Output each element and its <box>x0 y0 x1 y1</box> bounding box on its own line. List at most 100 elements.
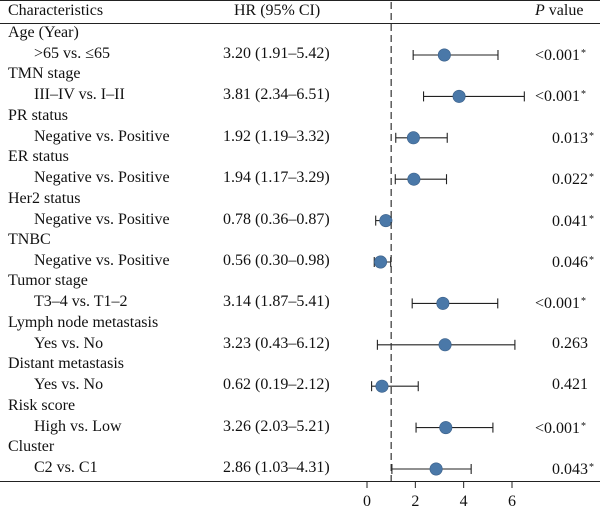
hr-ci-value-text: 3.23 (0.43–6.12) <box>223 334 330 352</box>
group-label: Lymph node metastasis <box>8 314 158 332</box>
p-value-text: 0.263 <box>552 334 588 352</box>
hr-ci-value-text: 1.94 (1.17–3.29) <box>223 169 330 187</box>
header-p-letter: P <box>535 2 545 19</box>
bottom-rule <box>0 481 600 482</box>
hr-point <box>436 296 450 310</box>
p-value: <0.001* <box>535 293 586 313</box>
comparison-label: Yes vs. No <box>34 335 103 353</box>
comparison-label: Negative vs. Positive <box>34 128 170 146</box>
hr-ci-value: 3.26 (2.03–5.21) <box>223 418 330 436</box>
p-value: 0.263 <box>552 335 588 353</box>
comparison-label-text: Negative vs. Positive <box>34 210 170 228</box>
p-value: 0.013* <box>552 128 594 148</box>
p-value: 0.046* <box>552 252 594 272</box>
hr-point <box>379 214 393 228</box>
p-value: 0.022* <box>552 169 594 189</box>
hr-ci-value: 0.78 (0.36–0.87) <box>223 211 330 229</box>
comparison-label-text: Negative vs. Positive <box>34 127 170 145</box>
group-label-text: PR status <box>8 106 69 124</box>
hr-ci-value-text: 2.86 (1.03–4.31) <box>223 459 330 476</box>
comparison-label-text: High vs. Low <box>34 417 122 435</box>
comparison-label-text: Negative vs. Positive <box>34 252 170 269</box>
hr-ci-value: 3.14 (1.87–5.41) <box>223 293 330 311</box>
p-value-text: <0.001 <box>535 47 581 64</box>
header-p-value: P value <box>535 2 583 20</box>
significance-marker: * <box>589 172 594 184</box>
header-value-word: value <box>548 2 584 19</box>
p-value-text: 0.041 <box>552 212 588 230</box>
group-label-text: TMN stage <box>8 65 81 83</box>
p-value-text: <0.001 <box>535 419 581 437</box>
group-label: Tumor stage <box>8 272 88 290</box>
p-value: 0.041* <box>552 211 594 231</box>
comparison-label: Negative vs. Positive <box>34 252 170 270</box>
significance-marker: * <box>581 89 587 101</box>
hr-ci-value-text: 0.62 (0.19–2.12) <box>223 376 330 394</box>
group-label: TMN stage <box>8 65 80 83</box>
hr-point <box>407 172 421 186</box>
group-label-text: Her2 status <box>8 189 81 207</box>
x-tick-label: 6 <box>508 493 516 510</box>
comparison-label-text: Negative vs. Positive <box>34 169 170 187</box>
x-tick-label: 4 <box>460 493 468 510</box>
hr-ci-value-text: 1.92 (1.19–3.32) <box>223 127 330 145</box>
hr-point <box>375 379 389 393</box>
hr-ci-value-text: 3.14 (1.87–5.41) <box>223 293 330 311</box>
hr-point <box>374 255 388 269</box>
hr-ci-value-text: 3.26 (2.03–5.21) <box>223 417 330 435</box>
hr-point <box>438 338 452 352</box>
significance-marker: * <box>581 296 587 308</box>
p-value: 0.421 <box>552 376 588 394</box>
group-label: PR status <box>8 107 68 125</box>
comparison-label: C2 vs. C1 <box>34 459 98 477</box>
comparison-label-text: III–IV vs. I–II <box>34 86 125 104</box>
p-value-text: 0.421 <box>552 376 588 394</box>
group-label-text: Lymph node metastasis <box>8 313 159 331</box>
header-rule <box>0 23 600 24</box>
p-value-text: 0.013 <box>552 129 588 147</box>
p-value: <0.001* <box>535 418 586 438</box>
p-value-text: 0.043 <box>552 461 588 478</box>
group-label-text: Tumor stage <box>8 272 88 290</box>
significance-marker: * <box>581 48 587 59</box>
group-label: Cluster <box>8 438 54 456</box>
comparison-label-text: >65 vs. ≤65 <box>34 45 111 62</box>
hr-ci-value: 2.86 (1.03–4.31) <box>223 459 330 477</box>
hr-point <box>452 89 466 103</box>
comparison-label-text: Yes vs. No <box>34 376 104 394</box>
hr-ci-value: 3.81 (2.34–6.51) <box>223 86 330 104</box>
comparison-label-text: C2 vs. C1 <box>34 459 98 476</box>
p-value-text: <0.001 <box>535 295 581 313</box>
hr-ci-value: 1.92 (1.19–3.32) <box>223 128 330 146</box>
hr-ci-value: 0.62 (0.19–2.12) <box>223 376 330 394</box>
comparison-label: High vs. Low <box>34 418 122 436</box>
group-label-text: Cluster <box>8 438 55 455</box>
p-value-text: 0.022 <box>552 171 588 189</box>
significance-marker: * <box>589 462 594 473</box>
significance-marker: * <box>589 213 594 225</box>
group-label: Age (Year) <box>8 24 79 42</box>
significance-marker: * <box>589 255 594 266</box>
top-rule <box>0 0 600 1</box>
hr-ci-value-text: 0.78 (0.36–0.87) <box>223 210 330 228</box>
comparison-label: Negative vs. Positive <box>34 211 170 229</box>
group-label: Distant metastasis <box>8 355 124 373</box>
p-value-text: <0.001 <box>535 88 581 106</box>
header-hr-ci: HR (95% CI) <box>234 2 321 19</box>
comparison-label-text: Yes vs. No <box>34 334 104 352</box>
comparison-label-text: T3–4 vs. T1–2 <box>34 293 128 311</box>
group-label: Risk score <box>8 397 75 415</box>
comparison-label: >65 vs. ≤65 <box>34 45 110 63</box>
significance-marker: * <box>581 420 587 432</box>
comparison-label: Negative vs. Positive <box>34 169 170 187</box>
x-tick-label: 2 <box>411 493 419 510</box>
hr-point <box>439 421 453 435</box>
significance-marker: * <box>589 130 594 142</box>
group-label: Her2 status <box>8 190 80 208</box>
group-label: TNBC <box>8 231 51 249</box>
hr-ci-value-text: 0.56 (0.30–0.98) <box>223 252 330 269</box>
comparison-label: Yes vs. No <box>34 376 103 394</box>
hr-point <box>406 131 420 145</box>
comparison-label: T3–4 vs. T1–2 <box>34 293 127 311</box>
